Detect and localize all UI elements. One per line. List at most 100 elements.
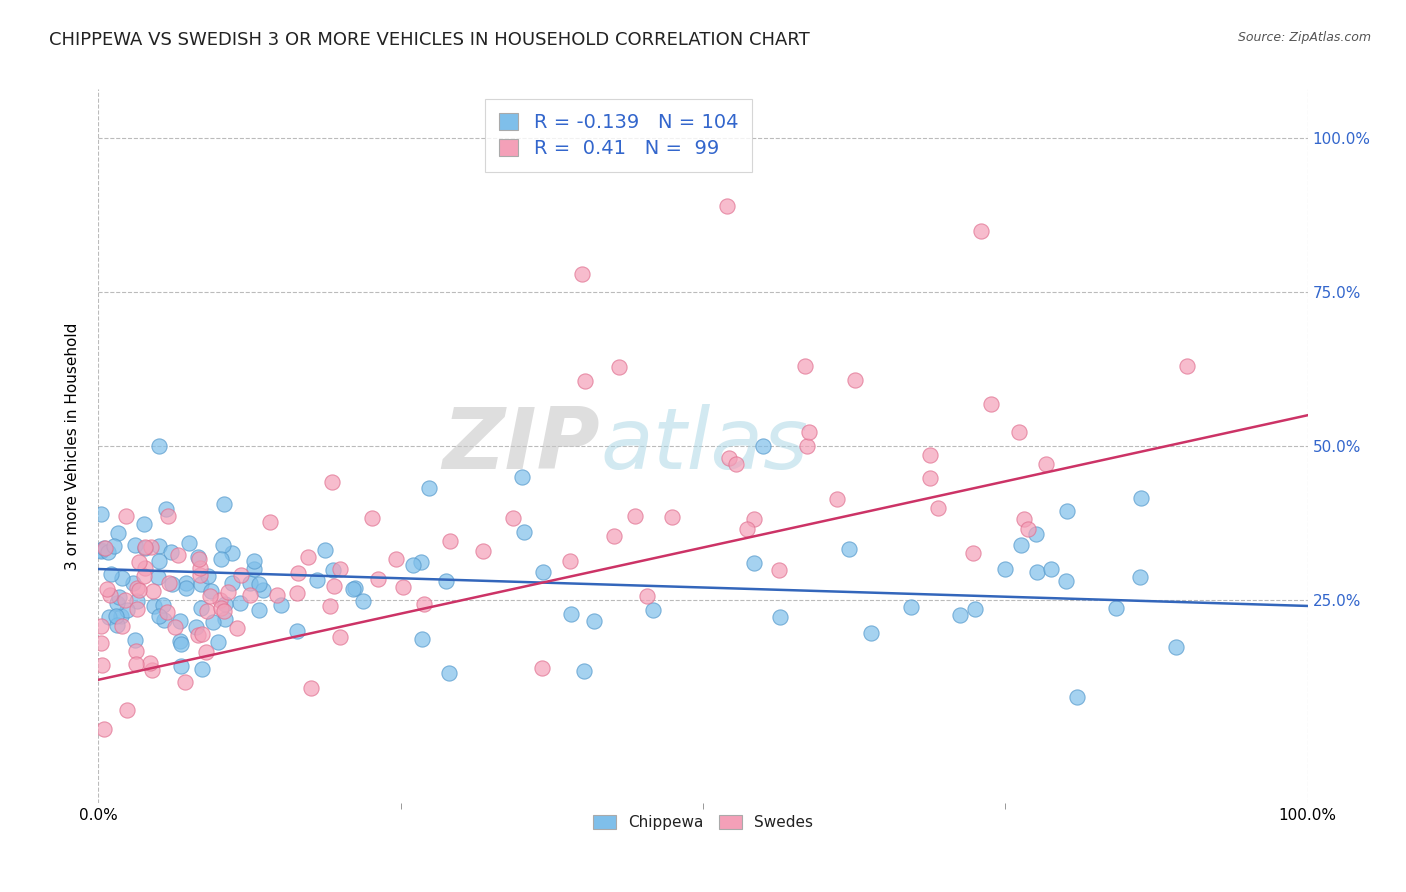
Point xyxy=(502,511,524,525)
Point xyxy=(1035,457,1057,471)
Point xyxy=(243,562,266,576)
Point xyxy=(117,603,139,617)
Point xyxy=(1039,562,1062,576)
Point xyxy=(141,540,163,554)
Point xyxy=(90,657,112,672)
Point xyxy=(148,609,170,624)
Point xyxy=(252,582,274,597)
Point xyxy=(305,573,328,587)
Point xyxy=(838,541,860,556)
Point xyxy=(115,703,138,717)
Point xyxy=(1164,640,1187,654)
Point xyxy=(384,552,406,566)
Point xyxy=(93,722,115,736)
Point xyxy=(197,569,219,583)
Point xyxy=(105,596,128,610)
Legend: Chippewa, Swedes: Chippewa, Swedes xyxy=(585,807,821,838)
Point xyxy=(143,599,166,613)
Point xyxy=(107,590,129,604)
Point xyxy=(125,594,148,608)
Point xyxy=(124,633,146,648)
Point xyxy=(321,475,343,490)
Point xyxy=(641,603,664,617)
Point xyxy=(965,602,987,616)
Point xyxy=(188,568,211,582)
Point xyxy=(361,511,384,525)
Point xyxy=(105,617,128,632)
Point xyxy=(918,471,941,485)
Point xyxy=(93,541,115,555)
Point xyxy=(472,544,495,558)
Point xyxy=(105,609,128,624)
Point xyxy=(100,566,122,581)
Point xyxy=(510,469,533,483)
Point xyxy=(794,359,817,374)
Point xyxy=(582,614,605,628)
Point xyxy=(209,552,232,566)
Point xyxy=(742,511,765,525)
Point xyxy=(190,577,212,591)
Point xyxy=(636,589,658,603)
Point xyxy=(134,560,156,574)
Point xyxy=(125,602,148,616)
Point xyxy=(90,542,112,557)
Point xyxy=(1105,601,1128,615)
Point xyxy=(142,584,165,599)
Text: Source: ZipAtlas.com: Source: ZipAtlas.com xyxy=(1237,31,1371,45)
Point xyxy=(201,615,224,629)
Point xyxy=(247,602,270,616)
Point xyxy=(170,637,193,651)
Point xyxy=(139,657,162,671)
Point xyxy=(513,524,536,539)
Point xyxy=(214,611,236,625)
Point xyxy=(207,635,229,649)
Point xyxy=(198,589,221,603)
Point xyxy=(329,562,352,576)
Point xyxy=(111,571,134,585)
Point xyxy=(287,624,309,639)
Point xyxy=(174,582,197,596)
Point xyxy=(174,575,197,590)
Point xyxy=(949,608,972,623)
Point xyxy=(531,565,554,579)
Point xyxy=(825,491,848,506)
Point xyxy=(148,439,170,453)
Point xyxy=(920,448,942,462)
Point xyxy=(128,555,150,569)
Point xyxy=(141,663,163,677)
Point xyxy=(195,604,218,618)
Point xyxy=(744,556,766,570)
Point xyxy=(323,579,346,593)
Point xyxy=(768,563,790,577)
Point xyxy=(157,508,180,523)
Point xyxy=(322,563,344,577)
Point xyxy=(411,632,433,646)
Point xyxy=(209,601,232,615)
Point xyxy=(716,199,738,213)
Point xyxy=(927,500,949,515)
Point xyxy=(132,569,155,583)
Point xyxy=(247,577,270,591)
Point xyxy=(127,581,149,595)
Point xyxy=(148,539,170,553)
Point xyxy=(98,588,121,602)
Point xyxy=(96,582,118,596)
Point xyxy=(153,613,176,627)
Point xyxy=(299,681,322,695)
Point xyxy=(128,582,150,597)
Point xyxy=(200,584,222,599)
Point xyxy=(152,598,174,612)
Point xyxy=(319,599,342,614)
Point xyxy=(103,539,125,553)
Point xyxy=(413,597,436,611)
Point xyxy=(725,457,748,471)
Point xyxy=(259,515,281,529)
Point xyxy=(661,509,683,524)
Point xyxy=(574,374,596,388)
Point xyxy=(167,549,190,563)
Point xyxy=(266,588,288,602)
Point xyxy=(239,576,262,591)
Point xyxy=(124,644,146,658)
Point xyxy=(188,552,211,566)
Point xyxy=(970,224,993,238)
